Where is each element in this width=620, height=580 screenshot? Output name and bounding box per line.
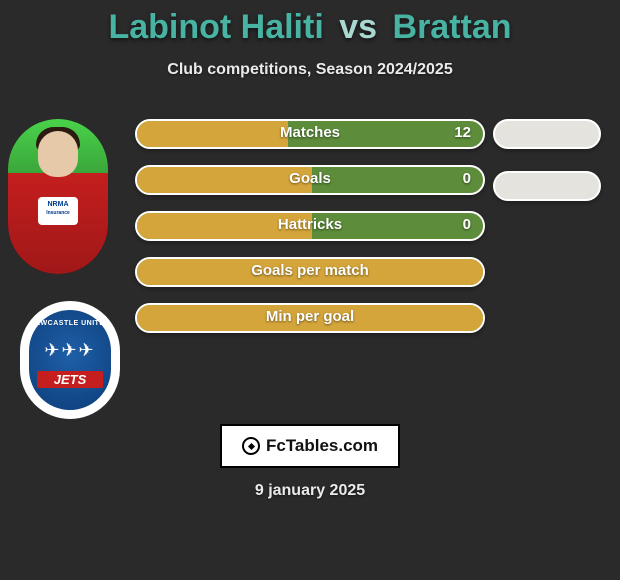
date-line: 9 january 2025 [0, 482, 620, 500]
bar-row-matches: Matches 12 [135, 119, 485, 149]
bar-value: 12 [454, 124, 471, 141]
title-player1: Labinot Haliti [108, 8, 323, 46]
pill-matches [493, 119, 601, 149]
bar-row-mpg: Min per goal [135, 303, 485, 333]
page-title: Labinot Haliti vs Brattan [0, 0, 620, 47]
sponsor-subtext: Insurance [46, 210, 70, 216]
club-planes-icon: ✈✈✈ [29, 340, 111, 361]
bar-value: 0 [463, 216, 471, 233]
title-vs: vs [339, 8, 377, 46]
content-area: NRMA Insurance NEWCASTLE UNITED ✈✈✈ JETS… [0, 119, 620, 449]
player2-pills [493, 119, 601, 223]
sponsor-badge: NRMA Insurance [38, 197, 78, 225]
bar-row-goals: Goals 0 [135, 165, 485, 195]
bar-row-gpm: Goals per match [135, 257, 485, 287]
club-band: JETS [37, 371, 103, 388]
logo-text: FcTables.com [266, 436, 378, 456]
bar-label: Goals [135, 170, 485, 187]
club-name-top: NEWCASTLE UNITED [29, 320, 111, 327]
soccer-ball-icon [242, 437, 260, 455]
player1-head [38, 131, 78, 177]
sponsor-text: NRMA [48, 201, 69, 208]
pill-goals [493, 171, 601, 201]
club-badge-inner: NEWCASTLE UNITED ✈✈✈ JETS [29, 310, 111, 410]
subtitle: Club competitions, Season 2024/2025 [0, 61, 620, 79]
player1-avatar: NRMA Insurance [8, 119, 108, 274]
bar-label: Hattricks [135, 216, 485, 233]
fctables-logo: FcTables.com [220, 424, 400, 468]
title-player2: Brattan [393, 8, 512, 46]
club-badge: NEWCASTLE UNITED ✈✈✈ JETS [20, 301, 120, 419]
bar-label: Min per goal [135, 308, 485, 325]
stat-bars: Matches 12 Goals 0 Hattricks 0 Goals per… [135, 119, 485, 349]
bar-value: 0 [463, 170, 471, 187]
bar-label: Goals per match [135, 262, 485, 279]
bar-label: Matches [135, 124, 485, 141]
bar-row-hattricks: Hattricks 0 [135, 211, 485, 241]
